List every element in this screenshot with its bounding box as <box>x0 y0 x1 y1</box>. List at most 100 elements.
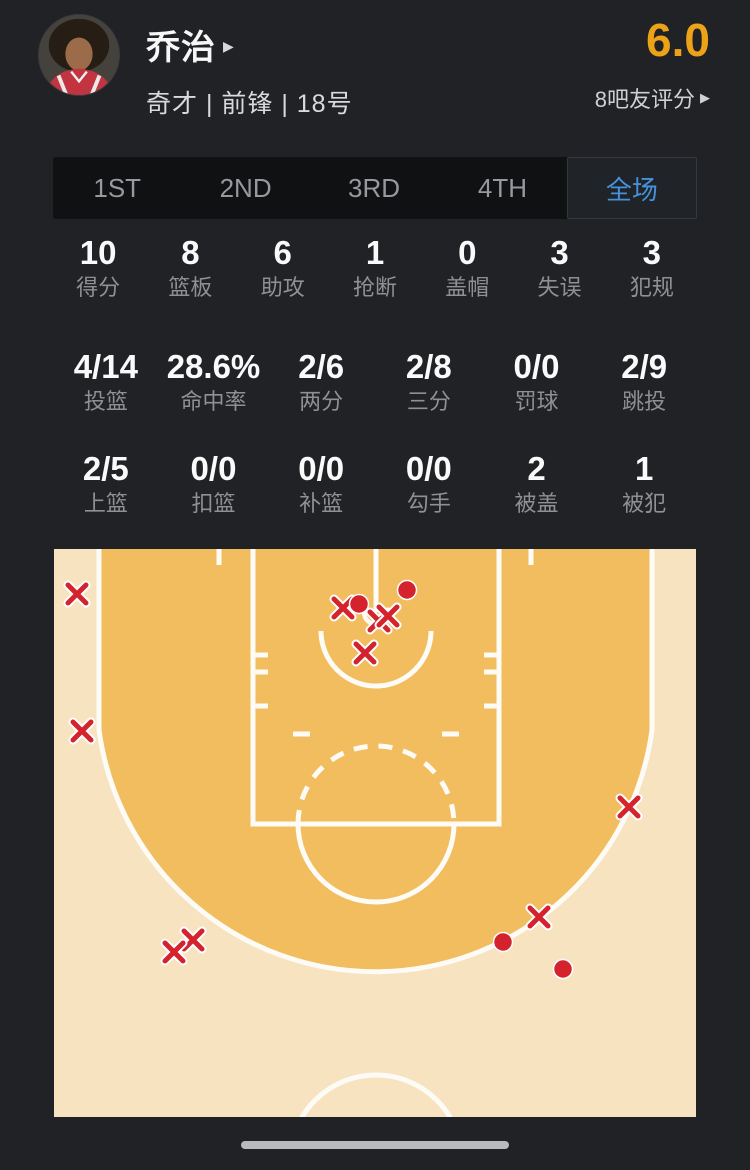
stat-value: 4/14 <box>73 348 138 385</box>
stat-label: 犯规 <box>629 275 674 300</box>
stat-label: 投篮 <box>83 389 128 414</box>
stat-value: 28.6% <box>166 348 261 385</box>
stat-label: 两分 <box>299 389 344 414</box>
tab-full-game[interactable]: 全场 <box>566 157 698 219</box>
shot-make-mark <box>348 593 370 615</box>
stat-turnovers: 3 失误 <box>513 233 605 301</box>
player-name: 乔治 <box>146 29 216 67</box>
stat-label: 扣篮 <box>191 491 236 516</box>
stat-jumpshot: 2/9 跳投 <box>590 347 698 415</box>
shot-miss-mark <box>160 938 188 966</box>
rating-caption[interactable]: 8吧友评分 ▶ <box>595 82 710 114</box>
stat-got-blocked: 2 被盖 <box>483 449 591 517</box>
stat-value: 10 <box>79 234 117 271</box>
stat-label: 三分 <box>406 389 451 414</box>
quarter-tabs: 1ST 2ND 3RD 4TH 全场 <box>53 157 698 219</box>
home-indicator[interactable] <box>241 1141 509 1149</box>
shot-miss-mark <box>615 793 643 821</box>
player-info: 奇才 | 前锋 | 18号 <box>146 90 353 118</box>
stat-rebounds: 8 篮板 <box>144 233 236 301</box>
stat-assists: 6 助攻 <box>237 233 329 301</box>
stat-label: 跳投 <box>622 389 667 414</box>
player-header: 乔治 ▶ 奇才 | 前锋 | 18号 6.0 8吧友评分 ▶ <box>0 0 750 120</box>
rating-arrow-icon: ▶ <box>700 90 710 106</box>
stat-fg-pct: 28.6% 命中率 <box>160 347 268 415</box>
stat-value: 3 <box>550 234 569 271</box>
shot-chart-court <box>54 549 696 1117</box>
stat-label: 补篮 <box>299 491 344 516</box>
stat-3pt: 2/8 三分 <box>375 347 483 415</box>
shot-miss-mark <box>63 580 91 608</box>
player-titles: 乔治 ▶ 奇才 | 前锋 | 18号 <box>146 14 595 120</box>
shot-make-mark <box>396 579 418 601</box>
baseline-hash-marks <box>216 549 534 565</box>
rating-block: 6.0 8吧友评分 ▶ <box>595 14 710 114</box>
stat-value: 6 <box>273 234 292 271</box>
stat-blocks: 0 盖帽 <box>421 233 513 301</box>
stat-value: 3 <box>642 234 662 271</box>
stat-label: 命中率 <box>180 389 247 414</box>
avatar-face <box>65 37 93 71</box>
shot-miss-mark <box>68 717 96 745</box>
stat-fouls: 3 犯规 <box>606 233 698 301</box>
stat-value: 0/0 <box>298 450 345 487</box>
stat-label: 罚球 <box>514 389 559 414</box>
avatar-collar <box>70 70 88 84</box>
stat-label: 盖帽 <box>445 275 490 300</box>
stat-value: 1 <box>634 450 654 487</box>
stat-label: 被犯 <box>622 491 667 516</box>
stat-putback: 0/0 补篮 <box>267 449 375 517</box>
stat-value: 2 <box>527 450 546 487</box>
stat-steals: 1 抢断 <box>329 233 421 301</box>
stat-label: 抢断 <box>352 275 397 300</box>
stat-dunk: 0/0 扣篮 <box>160 449 268 517</box>
stat-value: 2/6 <box>298 348 345 385</box>
shot-miss-mark <box>374 602 402 630</box>
stats-row-basic: 10 得分 8 篮板 6 助攻 1 抢断 0 盖帽 3 失误 3 犯规 <box>0 233 750 301</box>
stat-label: 篮板 <box>168 275 213 300</box>
shot-make-mark <box>552 958 574 980</box>
stat-label: 失误 <box>537 275 582 300</box>
player-name-row[interactable]: 乔治 ▶ <box>146 20 595 69</box>
stat-value: 1 <box>365 234 385 271</box>
stat-value: 0 <box>458 234 477 271</box>
tab-2nd[interactable]: 2ND <box>219 172 272 203</box>
stat-value: 2/8 <box>405 348 452 385</box>
shot-miss-mark <box>179 926 207 954</box>
stats-row-shooting: 4/14 投篮 28.6% 命中率 2/6 两分 2/8 三分 0/0 罚球 2… <box>0 347 750 415</box>
stat-value: 0/0 <box>513 348 560 385</box>
shot-miss-mark <box>525 903 553 931</box>
restricted-area-arc <box>318 630 434 689</box>
name-expand-arrow-icon: ▶ <box>223 38 234 54</box>
shot-marks-layer <box>63 579 643 980</box>
stat-fouled: 1 被犯 <box>590 449 698 517</box>
free-throw-circle-solid <box>295 823 457 905</box>
stat-value: 8 <box>181 234 200 271</box>
shot-make-mark <box>492 931 514 953</box>
avatar-jersey-trim <box>56 74 102 95</box>
stat-value: 2/9 <box>621 348 668 385</box>
stat-label: 勾手 <box>406 491 451 516</box>
stat-hook: 0/0 勾手 <box>375 449 483 517</box>
stat-points: 10 得分 <box>52 233 144 301</box>
three-point-line <box>96 549 655 975</box>
stat-ft: 0/0 罚球 <box>483 347 591 415</box>
stat-layup: 2/5 上篮 <box>52 449 160 517</box>
tab-3rd[interactable]: 3RD <box>348 172 401 203</box>
half-court-circle <box>299 1072 453 1117</box>
shot-chart <box>54 549 696 1117</box>
stat-label: 上篮 <box>83 491 128 516</box>
stat-value: 0/0 <box>405 450 452 487</box>
stat-value: 2/5 <box>82 450 129 487</box>
free-throw-circle-dashed <box>295 743 457 825</box>
lane-tick-marks <box>253 652 499 709</box>
rating-caption-text: 8吧友评分 <box>594 87 695 113</box>
player-avatar[interactable] <box>38 14 120 96</box>
stat-label: 被盖 <box>514 491 559 516</box>
tab-4th[interactable]: 4TH <box>477 172 527 203</box>
stats-row-shot-types: 2/5 上篮 0/0 扣篮 0/0 补篮 0/0 勾手 2 被盖 1 被犯 <box>0 449 750 517</box>
tab-1st[interactable]: 1ST <box>93 172 142 203</box>
shot-miss-mark <box>351 639 379 667</box>
stat-value: 0/0 <box>190 450 237 487</box>
